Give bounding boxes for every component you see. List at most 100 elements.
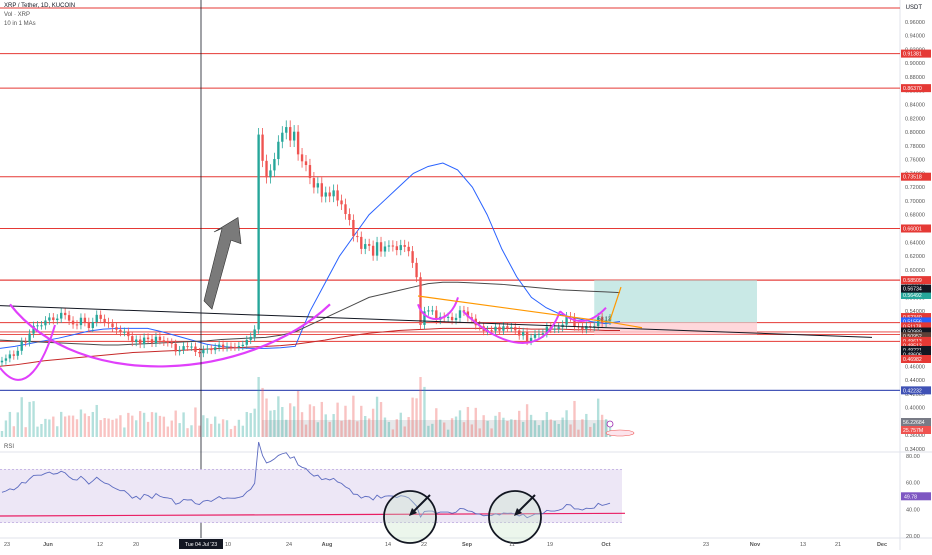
candle-body[interactable] <box>348 214 351 220</box>
candle-body[interactable] <box>308 165 312 179</box>
candle-body[interactable] <box>44 320 47 326</box>
candle-body[interactable] <box>123 331 126 333</box>
candle-body[interactable] <box>399 245 402 251</box>
candle-body[interactable] <box>510 327 513 329</box>
candle-body[interactable] <box>241 344 245 347</box>
candle-body[interactable] <box>99 314 102 319</box>
candle-body[interactable] <box>403 245 406 247</box>
breakout-projection-line[interactable] <box>609 286 622 321</box>
candle-body[interactable] <box>225 346 229 348</box>
rsi-highlight-circle[interactable] <box>383 490 437 544</box>
candle-body[interactable] <box>600 317 604 323</box>
candle-body[interactable] <box>32 325 35 334</box>
candle-body[interactable] <box>63 312 67 316</box>
candle-body[interactable] <box>581 326 584 330</box>
candle-body[interactable] <box>502 326 505 331</box>
handle-curve-3[interactable] <box>559 307 607 323</box>
candle-body[interactable] <box>324 192 327 197</box>
candle-body[interactable] <box>79 317 83 326</box>
candle-body[interactable] <box>198 351 201 354</box>
candle-body[interactable] <box>60 312 63 319</box>
candle-body[interactable] <box>107 322 110 324</box>
candle-body[interactable] <box>245 339 248 345</box>
candle-body[interactable] <box>237 346 241 348</box>
candle-body[interactable] <box>174 343 177 352</box>
candle-body[interactable] <box>281 132 284 142</box>
candle-body[interactable] <box>367 244 371 246</box>
candle-body[interactable] <box>545 326 549 334</box>
candle-body[interactable] <box>194 346 197 352</box>
candle-body[interactable] <box>490 330 493 332</box>
candle-body[interactable] <box>214 347 217 351</box>
candle-body[interactable] <box>364 244 367 249</box>
candle-body[interactable] <box>12 354 16 356</box>
candle-body[interactable] <box>352 219 355 237</box>
candle-body[interactable] <box>217 344 221 348</box>
candle-body[interactable] <box>454 317 458 321</box>
candle-body[interactable] <box>300 154 304 162</box>
candle-body[interactable] <box>20 341 23 351</box>
candle-body[interactable] <box>273 159 276 171</box>
candle-body[interactable] <box>36 325 39 327</box>
candle-body[interactable] <box>253 329 256 337</box>
candle-body[interactable] <box>229 346 233 348</box>
candle-body[interactable] <box>553 328 556 330</box>
candle-body[interactable] <box>52 317 55 321</box>
candle-body[interactable] <box>498 326 501 331</box>
candle-body[interactable] <box>375 242 379 256</box>
candle-body[interactable] <box>391 245 395 247</box>
candle-body[interactable] <box>411 251 414 263</box>
candle-body[interactable] <box>466 311 470 318</box>
candle-body[interactable] <box>67 315 71 321</box>
candle-body[interactable] <box>261 134 264 161</box>
candle-body[interactable] <box>289 127 292 141</box>
rsi-highlight-circle[interactable] <box>488 490 542 544</box>
candle-body[interactable] <box>71 320 75 325</box>
candle-body[interactable] <box>182 346 185 351</box>
candle-body[interactable] <box>541 333 545 335</box>
candle-body[interactable] <box>344 204 347 215</box>
candle-body[interactable] <box>573 317 576 327</box>
candle-body[interactable] <box>87 322 91 329</box>
candle-body[interactable] <box>387 245 391 247</box>
candle-body[interactable] <box>190 346 193 348</box>
long-position-stop-zone[interactable] <box>594 322 757 335</box>
candle-body[interactable] <box>292 131 296 141</box>
candle-body[interactable] <box>285 127 288 133</box>
candle-body[interactable] <box>506 326 509 328</box>
candle-body[interactable] <box>596 317 600 327</box>
candle-body[interactable] <box>233 346 237 348</box>
up-arrow-drawing[interactable] <box>203 216 242 310</box>
handle-curve-2[interactable] <box>462 310 561 344</box>
candle-body[interactable] <box>419 277 422 325</box>
candle-body[interactable] <box>95 314 98 323</box>
candle-body[interactable] <box>525 332 529 341</box>
candle-body[interactable] <box>446 316 450 318</box>
candle-body[interactable] <box>537 333 541 335</box>
candle-body[interactable] <box>379 242 383 252</box>
candle-body[interactable] <box>103 318 106 323</box>
candle-body[interactable] <box>48 317 51 321</box>
candle-body[interactable] <box>111 323 114 328</box>
candle-body[interactable] <box>8 354 12 359</box>
candle-body[interactable] <box>28 333 31 343</box>
descending-trendline[interactable] <box>417 295 643 329</box>
rsi-trendline[interactable] <box>0 512 626 517</box>
candle-body[interactable] <box>257 134 260 330</box>
candle-body[interactable] <box>518 330 521 336</box>
candle-body[interactable] <box>146 337 150 340</box>
candle-body[interactable] <box>277 141 280 160</box>
cup-pattern-curve[interactable] <box>9 303 331 368</box>
candle-body[interactable] <box>450 316 454 321</box>
candle-body[interactable] <box>269 170 272 178</box>
candle-body[interactable] <box>138 339 142 345</box>
candle-body[interactable] <box>435 310 438 320</box>
candle-body[interactable] <box>158 336 162 341</box>
candle-body[interactable] <box>135 339 138 343</box>
candle-body[interactable] <box>470 317 474 319</box>
candle-body[interactable] <box>521 332 525 336</box>
candle-body[interactable] <box>0 360 4 363</box>
candle-body[interactable] <box>91 322 94 329</box>
candle-body[interactable] <box>312 178 316 188</box>
candle-body[interactable] <box>75 324 79 326</box>
